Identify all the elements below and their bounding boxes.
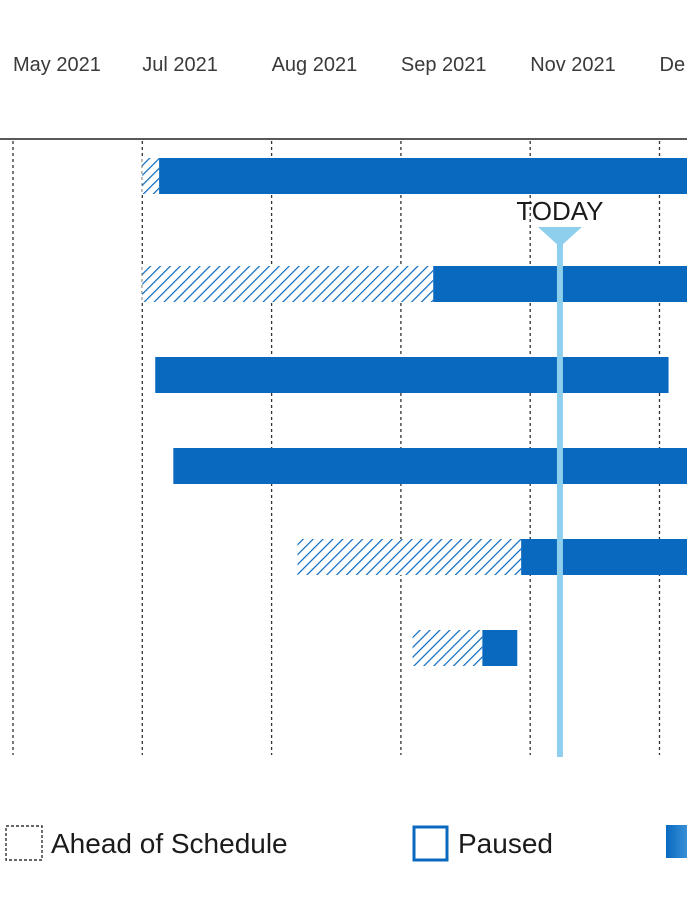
ahead-of-schedule-segment xyxy=(297,539,522,575)
gantt-row xyxy=(142,158,687,194)
x-tick-label: Aug 2021 xyxy=(272,54,358,76)
gantt-row xyxy=(155,357,669,393)
x-tick-label: Jul 2021 xyxy=(142,54,218,76)
progress-bar xyxy=(159,158,687,194)
ahead-of-schedule-segment xyxy=(142,266,434,302)
gantt-row xyxy=(412,630,518,666)
today-layer: TODAY xyxy=(516,196,604,757)
legend-ahead-swatch xyxy=(5,825,43,861)
gantt-row xyxy=(142,266,687,302)
x-tick-label: Sep 2021 xyxy=(401,54,487,76)
bar-layer xyxy=(142,158,687,666)
ahead-of-schedule-segment xyxy=(142,158,160,194)
progress-bar xyxy=(155,357,669,393)
legend: Ahead of Schedule Paused xyxy=(5,825,687,862)
legend-paused-label: Paused xyxy=(458,828,553,859)
progress-bar xyxy=(482,630,518,666)
x-tick-label: Nov 2021 xyxy=(530,54,616,76)
x-tick-label: De xyxy=(660,54,686,76)
today-label: TODAY xyxy=(516,196,603,226)
gantt-row xyxy=(297,539,687,575)
progress-bar xyxy=(173,448,687,484)
gantt-row xyxy=(173,448,687,484)
legend-paused-swatch xyxy=(412,825,449,862)
today-marker-triangle xyxy=(537,227,582,247)
x-tick-label: May 2021 xyxy=(13,54,101,76)
legend-ahead-label: Ahead of Schedule xyxy=(51,828,288,859)
legend-gradient-swatch xyxy=(666,825,687,858)
progress-bar xyxy=(521,539,687,575)
ahead-of-schedule-segment xyxy=(412,630,483,666)
axis-layer: May 2021 Jul 2021 Aug 2021 Sep 2021 Nov 2021… xyxy=(0,54,687,140)
